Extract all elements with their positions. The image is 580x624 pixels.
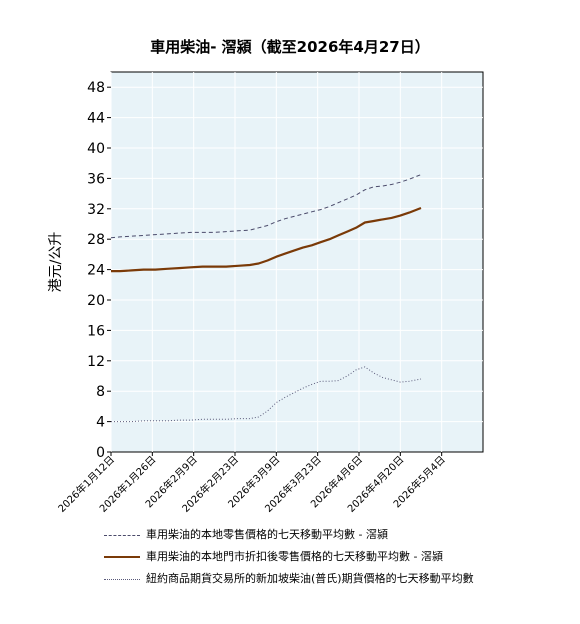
y-axis-label: 港元/公升	[48, 232, 64, 293]
legend-item-futures: 紐約商品期貨交易所的新加坡柴油(普氏)期貨價格的七天移動平均數	[104, 572, 524, 586]
y-tick-label: 44	[87, 111, 105, 127]
y-tick-label: 0	[96, 445, 105, 461]
y-tick-label: 24	[87, 263, 105, 279]
y-tick-label: 4	[96, 415, 105, 431]
chart-title: 車用柴油- 滘潁（截至2026年4月27日）	[150, 38, 430, 56]
y-tick-label: 40	[87, 141, 105, 157]
legend-label: 紐約商品期貨交易所的新加坡柴油(普氏)期貨價格的七天移動平均數	[146, 572, 474, 585]
legend-item-discount: 車用柴油的本地門市折扣後零售價格的七天移動平均數 - 滘潁	[104, 550, 524, 564]
series-lines	[110, 174, 422, 423]
legend-label: 車用柴油的本地門市折扣後零售價格的七天移動平均數 - 滘潁	[146, 550, 443, 563]
legend-item-retail: 車用柴油的本地零售價格的七天移動平均數 - 滘潁	[104, 528, 524, 542]
legend-swatch-dashed	[104, 535, 140, 536]
series-line-1	[110, 174, 422, 239]
y-tick-label: 12	[87, 354, 105, 370]
series-line-3	[111, 366, 422, 423]
y-tick-label: 36	[87, 171, 105, 187]
legend-swatch-dotted	[104, 579, 140, 580]
y-tick-label: 20	[87, 293, 105, 309]
series-line-2	[111, 206, 422, 273]
y-tick-label: 8	[96, 384, 105, 400]
plot-area	[110, 71, 484, 453]
legend-swatch-solid	[104, 556, 140, 558]
y-tick-label: 28	[87, 232, 105, 248]
y-tick-label: 32	[87, 202, 105, 218]
y-tick-label: 16	[87, 323, 105, 339]
y-tick-label: 48	[87, 80, 105, 96]
legend-label: 車用柴油的本地零售價格的七天移動平均數 - 滘潁	[146, 528, 388, 541]
